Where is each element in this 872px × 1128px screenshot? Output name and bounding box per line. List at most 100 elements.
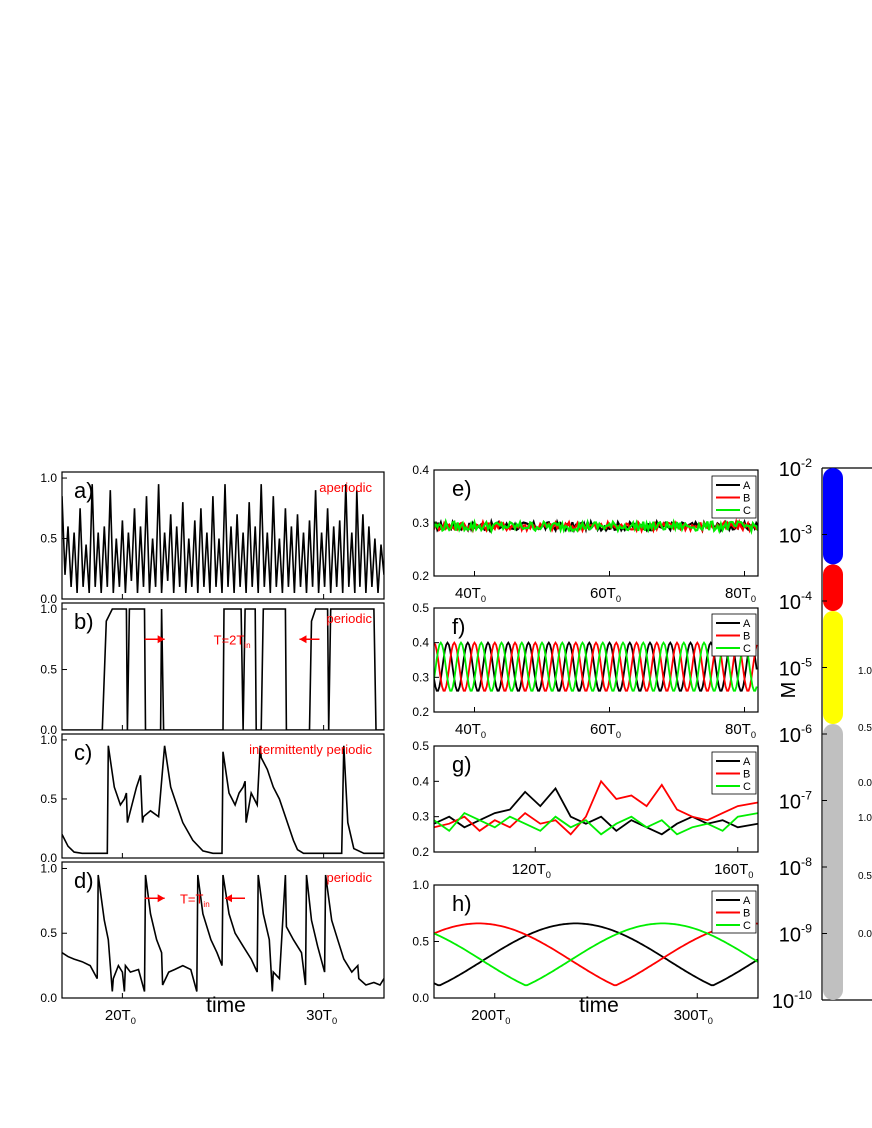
x-tick-label-sub: 0 [751, 594, 756, 604]
x-tick-label-base: 200T [471, 1007, 505, 1024]
x-tick-label-sub: 0 [748, 870, 753, 880]
x-tick-label: 40T0 [455, 721, 486, 740]
x-tick-label-sub: 0 [546, 870, 551, 880]
plot-frame [61, 733, 385, 859]
x-tick-label-sub: 0 [131, 1016, 136, 1026]
x-tick-label-sub: 0 [708, 1016, 713, 1026]
plot-frame [61, 471, 385, 600]
y-tick-label: 0.0 [40, 851, 57, 865]
legend-label: A [743, 895, 751, 907]
x-tick-label: 120T0 [512, 861, 551, 880]
colorbar-segment-yellow [823, 610, 843, 725]
x-tick-label-base: 40T [455, 585, 481, 602]
colorbar-tick-label-base: 10 [779, 659, 801, 681]
period-arrowhead-left [157, 894, 165, 903]
cut-off-tick-label: 1.0 [858, 666, 872, 677]
panel-label: d) [74, 868, 94, 893]
x-tick-label-sub: 0 [332, 1016, 337, 1026]
colorbar-tick-label: 10-9 [779, 922, 812, 947]
y-tick-label: 0.0 [412, 991, 429, 1005]
series-line [434, 641, 758, 692]
colorbar-tick-label: 10-10 [772, 988, 812, 1013]
y-tick-label: 0.0 [40, 991, 57, 1005]
colorbar-tick-label-exp: -3 [801, 523, 812, 537]
period-arrowhead-right [299, 635, 307, 644]
y-tick-label: 0.3 [412, 810, 429, 824]
series-line [434, 922, 758, 987]
series-line [434, 641, 758, 692]
cut-off-tick-label: 0.5 [858, 871, 872, 882]
annotation-text: periodic [326, 611, 372, 626]
colorbar-tick-label-base: 10 [772, 991, 794, 1013]
annotation-text: intermittently periodic [249, 742, 372, 757]
x-tick-label: 80T0 [725, 585, 756, 604]
period-label-base: T=2T [214, 632, 245, 647]
series-line [62, 608, 384, 730]
panel-a: 0.0 0.5 1.0 a) aperiodic [40, 471, 385, 606]
plot-frame [433, 607, 759, 713]
x-tick-label-base: 60T [590, 585, 616, 602]
x-tick-label-base: 30T [306, 1007, 332, 1024]
colorbar-tick-label-exp: -10 [794, 988, 812, 1002]
plot-frame [61, 602, 385, 731]
series-line [434, 779, 758, 836]
period-label: T=Tin [180, 891, 210, 909]
colorbar-tick-label: 10-6 [779, 722, 812, 747]
panel-label: e) [452, 476, 472, 501]
period-arrowhead-left [157, 635, 165, 644]
x-tick-label-base: 20T [105, 1007, 131, 1024]
series-line [434, 922, 758, 987]
colorbar-tick-label-exp: -7 [801, 789, 812, 803]
y-tick-label: 0.5 [412, 935, 429, 949]
series-line [434, 811, 758, 836]
y-tick-label: 1.0 [40, 602, 57, 616]
x-tick-label-base: 80T [725, 585, 751, 602]
series-line [62, 874, 384, 992]
colorbar-tick-label: 10-8 [779, 855, 812, 880]
colorbar-tick-label-base: 10 [779, 459, 801, 481]
x-tick-label-sub: 0 [751, 730, 756, 740]
panel-label: a) [74, 478, 94, 503]
period-label: T=2Tin [214, 632, 251, 650]
y-tick-label: 0.2 [412, 569, 429, 583]
x-tick-label: 30T0 [306, 1007, 337, 1026]
left-x-axis-label: time [206, 994, 246, 1017]
panel-label: h) [452, 891, 472, 916]
legend-label: A [743, 618, 751, 630]
legend-label: A [743, 756, 751, 768]
y-tick-label: 0.4 [412, 463, 429, 477]
colorbar-tick-label-exp: -6 [801, 722, 812, 736]
x-tick-label: 40T0 [455, 585, 486, 604]
colorbar-tick-label: 10-2 [779, 456, 812, 481]
x-tick-label-base: 80T [725, 721, 751, 738]
y-tick-label: 0.3 [412, 670, 429, 684]
series-line [434, 922, 758, 987]
y-tick-label: 1.0 [40, 471, 57, 485]
y-tick-label: 1.0 [40, 861, 57, 875]
y-tick-label: 0.5 [412, 739, 429, 753]
x-tick-label-sub: 0 [616, 594, 621, 604]
x-tick-label-sub: 0 [616, 730, 621, 740]
legend-label: B [743, 631, 750, 643]
y-tick-label: 0.0 [40, 592, 57, 606]
y-tick-label: 0.4 [412, 636, 429, 650]
y-tick-label: 0.2 [412, 705, 429, 719]
y-tick-label: 0.5 [412, 601, 429, 615]
colorbar-tick-label-base: 10 [779, 725, 801, 747]
panel-label: f) [452, 614, 465, 639]
series-line [62, 745, 384, 855]
plot-frame [433, 745, 759, 853]
x-tick-label-base: 60T [590, 721, 616, 738]
colorbar-tick-label-base: 10 [779, 526, 801, 548]
panel-label: g) [452, 752, 472, 777]
middle-x-axis-label: time [579, 994, 619, 1017]
cut-off-tick-label: 0.5 [858, 723, 872, 734]
colorbar-axis-label: M [778, 682, 800, 699]
legend-label: A [743, 480, 751, 492]
y-tick-label: 1.0 [412, 878, 429, 892]
legend-label: C [743, 781, 751, 793]
legend-label: C [743, 643, 751, 655]
